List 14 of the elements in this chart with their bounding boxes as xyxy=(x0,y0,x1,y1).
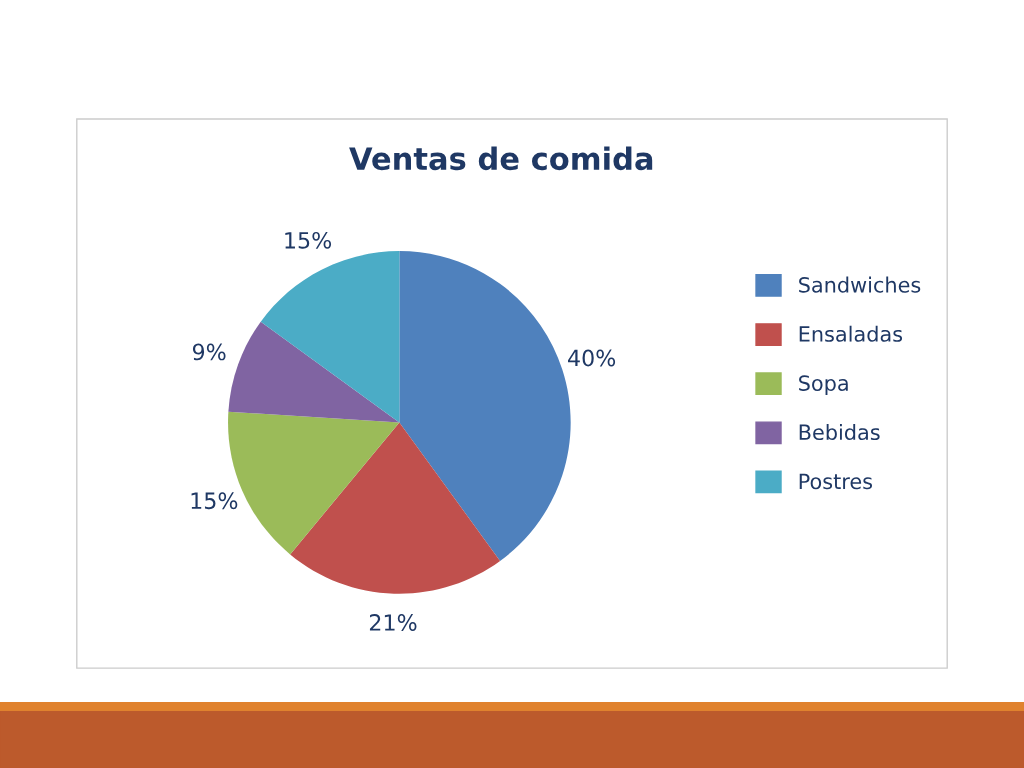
data-label: 9% xyxy=(192,343,226,361)
pie-slice xyxy=(290,422,501,594)
data-label: 40% xyxy=(568,349,616,367)
chart-title: Ventas de comida xyxy=(349,146,653,171)
pie-slice xyxy=(228,321,400,423)
legend-label: Ensaladas xyxy=(799,325,903,342)
data-label: 15% xyxy=(285,231,332,249)
data-label: 15% xyxy=(191,492,238,510)
data-label: 21% xyxy=(369,614,417,631)
legend-label: Sandwiches xyxy=(799,276,921,293)
pie-slice xyxy=(260,251,400,423)
legend-label: Bebidas xyxy=(799,423,880,441)
legend-label: Sopa xyxy=(799,375,848,396)
legend-label: Postres xyxy=(799,473,873,490)
